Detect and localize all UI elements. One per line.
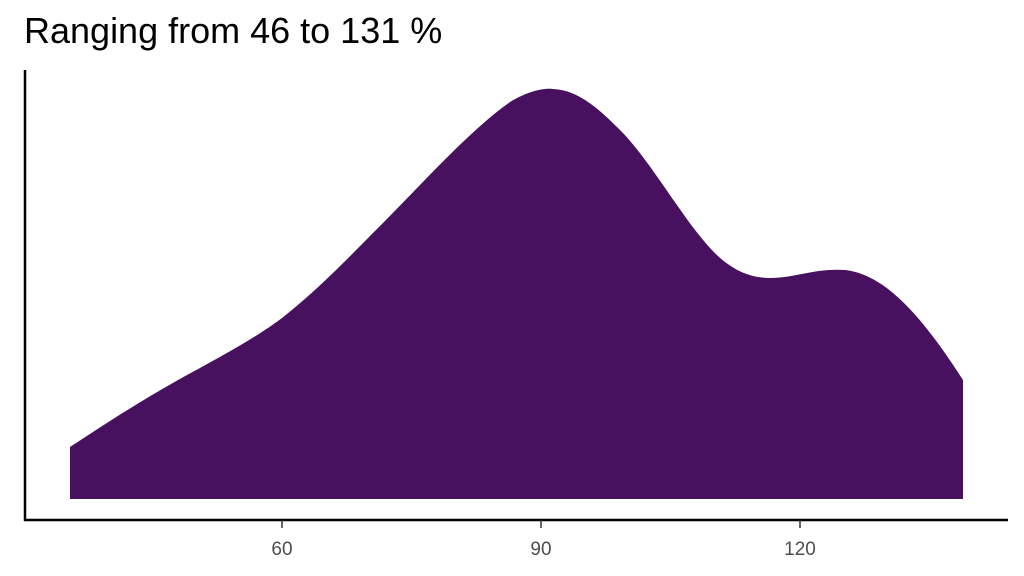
x-tick-label-90: 90 (530, 539, 551, 560)
chart-title: Ranging from 46 to 131 % (24, 10, 443, 51)
density-area (70, 88, 963, 499)
x-tick-label-120: 120 (784, 539, 816, 560)
x-axis-ticks: 60 90 120 (271, 520, 816, 560)
x-tick-label-60: 60 (271, 539, 292, 560)
